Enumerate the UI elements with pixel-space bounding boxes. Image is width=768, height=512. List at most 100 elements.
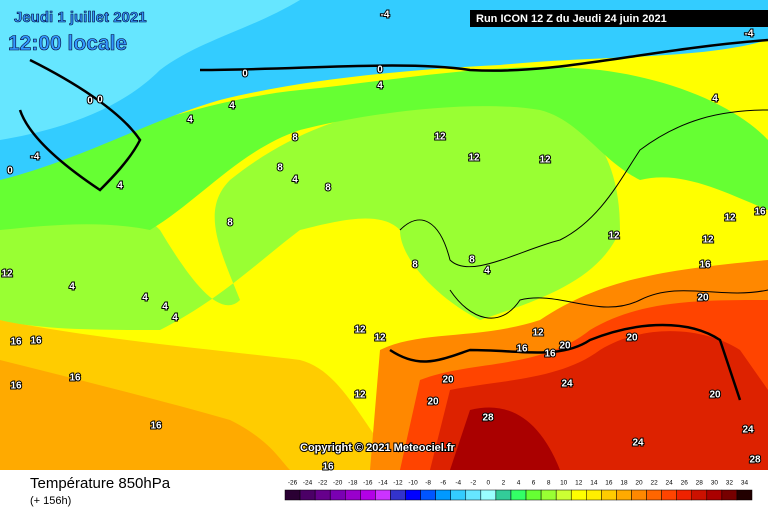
coastlines bbox=[18, 38, 768, 401]
scale-swatch bbox=[555, 489, 572, 501]
contour-label: 16 bbox=[30, 336, 42, 347]
scale-label: -8 bbox=[425, 480, 431, 487]
contour-label: 20 bbox=[442, 375, 454, 386]
contour-label: 12 bbox=[354, 390, 366, 401]
contour-label: -4 bbox=[381, 10, 390, 21]
contour-label: 12 bbox=[608, 231, 620, 242]
contour-label: 12 bbox=[468, 153, 480, 164]
contour-label: 12 bbox=[374, 333, 386, 344]
contour-label: 12 bbox=[354, 325, 366, 336]
contour-label: 16 bbox=[69, 373, 81, 384]
run-info: Run ICON 12 Z du Jeudi 24 juin 2021 bbox=[476, 13, 667, 25]
scale-swatch bbox=[706, 489, 723, 501]
contour-label: 4 bbox=[377, 81, 383, 92]
scale-swatch bbox=[601, 489, 617, 501]
color-scale: -26 -24 -22 -20 -18 -16 -14 -12 -10 -8 -6 -4 -2 0 2 4 6 8… bbox=[284, 480, 753, 501]
map-background bbox=[0, 0, 768, 470]
scale-swatch bbox=[420, 489, 436, 501]
scale-swatch bbox=[375, 489, 391, 501]
scale-label: 18 bbox=[620, 480, 628, 487]
contour-label: -4 bbox=[745, 29, 754, 40]
scale-swatch bbox=[586, 489, 602, 501]
scale-swatch bbox=[390, 489, 406, 501]
scale-label: 28 bbox=[696, 480, 704, 487]
scale-label: -20 bbox=[333, 480, 343, 487]
date: Jeudi 1 juillet 2021 bbox=[14, 9, 147, 26]
scale-label: -10 bbox=[408, 480, 418, 487]
scale-swatch bbox=[284, 489, 301, 501]
contour-label: 12 bbox=[702, 235, 714, 246]
scale-label: 30 bbox=[711, 480, 719, 487]
scale-swatch bbox=[525, 489, 542, 501]
scale-label: 0 bbox=[487, 480, 491, 487]
contour-label: 16 bbox=[754, 207, 766, 218]
scale-swatch bbox=[329, 489, 346, 501]
contour-label: 16 bbox=[322, 462, 334, 473]
scale-label: -16 bbox=[363, 480, 373, 487]
scale-swatch bbox=[721, 489, 738, 501]
contour-label: 28 bbox=[482, 413, 494, 424]
scale-swatch bbox=[345, 489, 361, 501]
scale-label: 22 bbox=[650, 480, 658, 487]
contour-label: 16 bbox=[10, 381, 22, 392]
contour-label: 4 bbox=[162, 302, 168, 313]
run-box bbox=[470, 10, 768, 27]
contour-label: 4 bbox=[292, 175, 298, 186]
scale-swatch bbox=[495, 489, 512, 501]
scale-swatch bbox=[570, 489, 587, 501]
contour-label: 0 bbox=[242, 69, 248, 80]
scale-label: 14 bbox=[590, 480, 598, 487]
scale-label: 10 bbox=[560, 480, 568, 487]
scale-label: 12 bbox=[575, 480, 583, 487]
contour-label: 24 bbox=[632, 438, 644, 449]
contour-label: 0 bbox=[97, 95, 103, 106]
contour-label: 20 bbox=[427, 397, 439, 408]
contour-label: 16 bbox=[544, 349, 556, 360]
scale-swatch bbox=[540, 489, 557, 501]
scale-label: 20 bbox=[635, 480, 643, 487]
contour-label: 4 bbox=[69, 282, 75, 293]
scale-label: 4 bbox=[517, 480, 521, 487]
scale-label: -26 bbox=[288, 480, 298, 487]
scale-swatch bbox=[480, 489, 497, 501]
contour-label: 4 bbox=[484, 266, 490, 277]
scale-swatch bbox=[676, 489, 692, 501]
contour-label: 4 bbox=[172, 313, 178, 324]
contour-label: 4 bbox=[229, 101, 235, 112]
scale-label: 26 bbox=[681, 480, 689, 487]
contour-label: 16 bbox=[516, 344, 528, 355]
scale-label: -14 bbox=[378, 480, 388, 487]
contour-label: 0 bbox=[377, 65, 383, 76]
contour-label: 20 bbox=[626, 333, 638, 344]
contour-label: 16 bbox=[150, 421, 162, 432]
contour-label: 8 bbox=[227, 218, 233, 229]
contour-label: 12 bbox=[724, 213, 736, 224]
contour-label: 20 bbox=[709, 390, 721, 401]
contour-label: 16 bbox=[10, 337, 22, 348]
scale-swatch bbox=[510, 489, 527, 501]
scale-swatch bbox=[465, 489, 482, 501]
contour-label: 8 bbox=[469, 255, 475, 266]
scale-label: 6 bbox=[532, 480, 536, 487]
scale-swatch bbox=[646, 489, 662, 501]
scale-label: -18 bbox=[348, 480, 358, 487]
scale-swatch bbox=[661, 489, 677, 501]
scale-label: 8 bbox=[547, 480, 551, 487]
scale-label: 34 bbox=[741, 480, 749, 487]
scale-label: -6 bbox=[440, 480, 446, 487]
scale-swatch bbox=[314, 489, 331, 501]
contour-label: 16 bbox=[699, 260, 711, 271]
contour-label: 12 bbox=[434, 132, 446, 143]
scale-swatch bbox=[405, 489, 421, 501]
footer-title: Température 850hPa bbox=[30, 475, 171, 492]
contour-label: 28 bbox=[749, 455, 761, 466]
local-time: 12:00 locale bbox=[8, 32, 127, 55]
contour-label: 4 bbox=[187, 115, 193, 126]
scale-swatch bbox=[616, 489, 632, 501]
contour-label: 12 bbox=[1, 269, 13, 280]
scale-label: -24 bbox=[303, 480, 313, 487]
scale-label: -2 bbox=[470, 480, 476, 487]
contour-label: -4 bbox=[31, 152, 40, 163]
